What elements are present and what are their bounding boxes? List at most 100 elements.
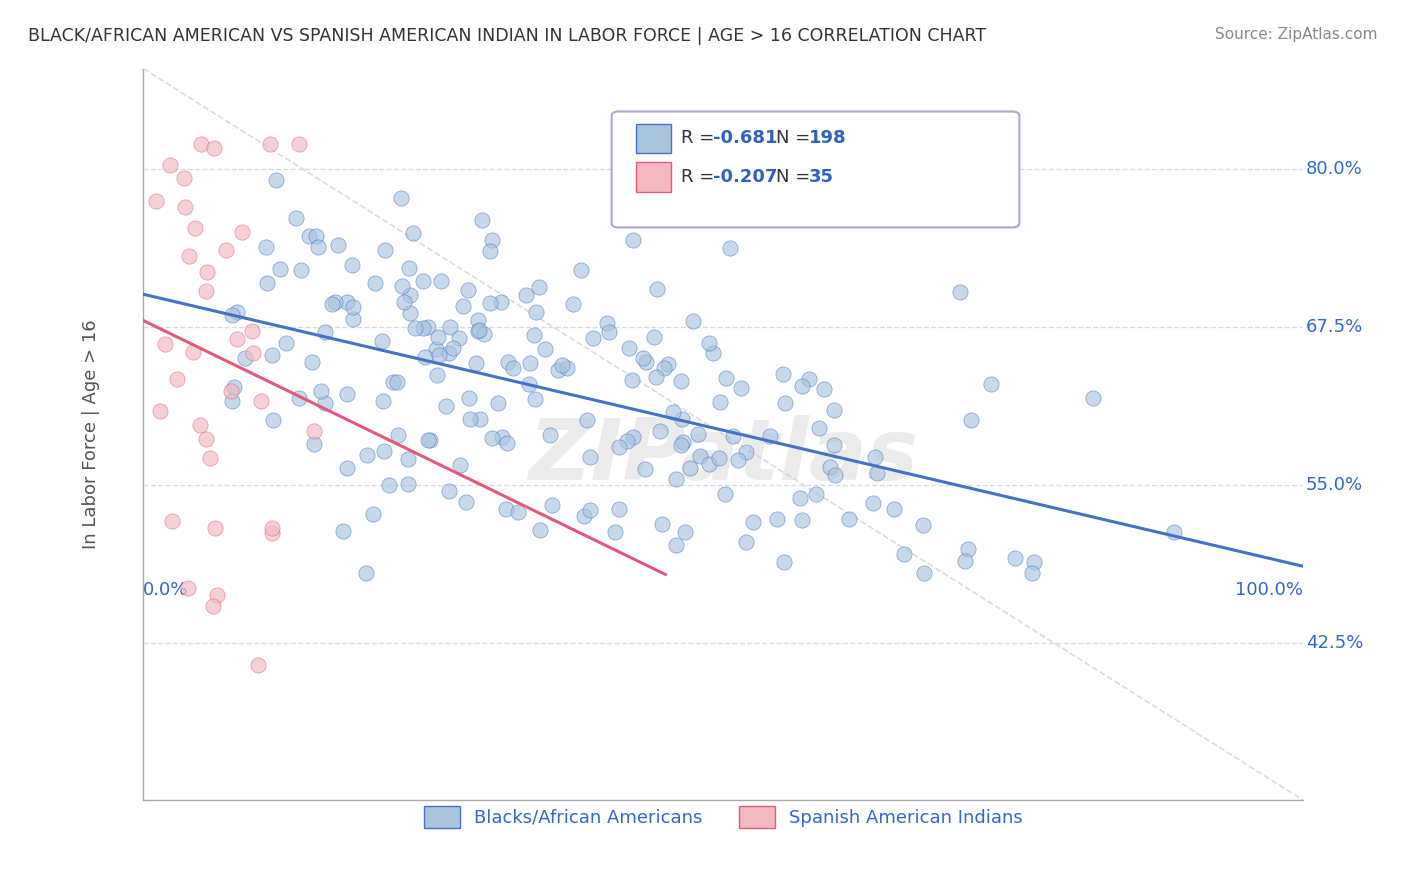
Point [575,413,598,427]
Point [385,375,408,389]
Point [458,391,481,405]
Point [374,243,396,257]
Point [797,372,820,386]
Point [325,294,347,309]
Point [451,299,474,313]
Point [893,547,915,561]
Point [540,498,562,512]
Point [912,517,935,532]
Point [495,502,517,516]
Point [766,511,789,525]
Point [773,395,796,409]
Point [457,283,479,297]
Point [416,434,439,448]
Point [773,555,796,569]
Point [297,229,319,244]
Point [262,413,284,427]
Point [307,240,329,254]
Point [735,534,758,549]
Point [688,426,710,441]
Text: Source: ZipAtlas.com: Source: ZipAtlas.com [1215,27,1378,42]
Point [883,501,905,516]
Point [547,363,569,377]
Point [392,294,415,309]
Point [863,450,886,464]
Point [620,373,643,387]
Text: 35: 35 [808,168,834,186]
Point [242,324,264,338]
Point [1163,525,1185,540]
Point [413,350,436,364]
Point [498,355,520,369]
Point [517,376,540,391]
Point [269,262,291,277]
Point [682,314,704,328]
Point [370,334,392,348]
Point [949,285,972,300]
Point [644,370,666,384]
Point [813,382,835,396]
Point [439,319,461,334]
Point [194,284,217,298]
Point [153,337,176,351]
Point [579,450,602,464]
Point [669,374,692,388]
Point [190,417,212,432]
Point [980,377,1002,392]
Point [145,194,167,208]
Point [702,345,724,359]
Point [1021,566,1043,581]
Point [467,313,489,327]
Point [391,278,413,293]
Point [617,341,640,355]
Point [458,411,481,425]
Point [250,394,273,409]
Point [332,524,354,539]
Point [621,430,644,444]
Point [808,421,831,435]
Point [396,477,419,491]
Point [285,211,308,225]
Point [194,432,217,446]
Point [716,371,738,385]
Text: -0.207: -0.207 [713,168,778,186]
Point [790,513,813,527]
Text: 100.0%: 100.0% [1236,581,1303,599]
Point [818,459,841,474]
Point [645,282,668,296]
Point [190,137,212,152]
Point [574,509,596,524]
Point [472,327,495,342]
Point [246,658,269,673]
Point [204,521,226,535]
Point [957,541,980,556]
Point [465,356,488,370]
Point [314,396,336,410]
Point [184,221,207,235]
Point [607,440,630,454]
Text: BLACK/AFRICAN AMERICAN VS SPANISH AMERICAN INDIAN IN LABOR FORCE | AGE > 16 CORR: BLACK/AFRICAN AMERICAN VS SPANISH AMERIC… [28,27,986,45]
Point [378,478,401,492]
Point [538,428,561,442]
Point [699,457,721,471]
Point [233,351,256,366]
Text: N =: N = [776,168,815,186]
Point [866,467,889,481]
Point [242,346,264,360]
Point [479,295,502,310]
Point [215,243,238,257]
Point [603,524,626,539]
Point [447,331,470,345]
Point [679,461,702,475]
Point [621,233,644,247]
Point [221,384,243,398]
Point [551,358,574,372]
Point [955,553,977,567]
Point [502,361,524,376]
Point [523,392,546,406]
Point [159,158,181,172]
Point [468,411,491,425]
Text: N =: N = [776,129,815,147]
Point [669,438,692,452]
Point [290,262,312,277]
